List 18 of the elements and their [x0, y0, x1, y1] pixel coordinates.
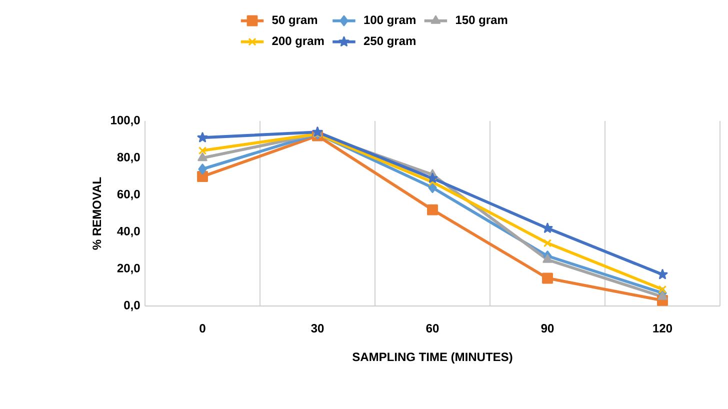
x-tick-label: 0	[200, 324, 206, 333]
x-tick-label: 120	[653, 324, 672, 333]
y-tick-label: 20,0	[117, 264, 140, 274]
x-tick-label: 30	[311, 324, 324, 333]
y-tick-label: 80,0	[117, 152, 140, 164]
legend-label: 150 gram	[456, 16, 508, 27]
x-tick-label: 60	[426, 324, 439, 333]
y-tick-label: 0,0	[124, 300, 140, 312]
legend-label: 100 gram	[364, 16, 416, 27]
x-axis-title: SAMPLING TIME (MINUTES)	[352, 352, 512, 364]
y-tick-label: 40,0	[117, 226, 140, 238]
y-axis-title: % REMOVAL	[92, 177, 102, 250]
legend-label: 50 gram	[272, 16, 318, 27]
y-tick-label: 60,0	[117, 190, 140, 200]
legend-label: 250 gram	[364, 36, 416, 48]
legend-label: 200 gram	[272, 36, 324, 48]
x-tick-label: 90	[541, 324, 554, 333]
y-tick-label: 100,0	[111, 116, 140, 126]
